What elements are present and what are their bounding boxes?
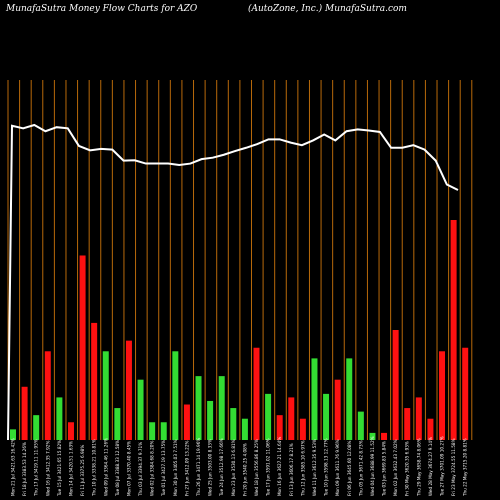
x-tick-label: Wed 04 Jun 3688.99 11.52% — [370, 436, 375, 496]
money-flow-bar — [288, 397, 295, 440]
x-tick-label: Thu 17 Jul 3419.11 11.95% — [34, 439, 39, 497]
money-flow-bar — [183, 404, 190, 440]
x-tick-label: Mon 14 Jul 3420.51 1.63% — [68, 441, 73, 496]
money-flow-bar — [10, 429, 16, 440]
money-flow-bars — [10, 220, 469, 440]
x-tick-label: Fri 18 Jul 3383.53 14.26% — [22, 442, 27, 496]
money-flow-bar — [265, 393, 272, 440]
money-flow-bar — [230, 408, 237, 440]
money-flow-bar — [276, 415, 283, 440]
x-tick-label: Mon 07 Jul 3370.40 8.45% — [126, 441, 131, 496]
x-tick-label: Wed 02 Jul 3384.68 8.20% — [150, 441, 155, 496]
x-tick-label: Thu 26 Jun 3471.14 19.96% — [196, 438, 201, 497]
x-tick-label: Fri 11 Jul 3375.25 6.98% — [80, 445, 85, 496]
money-flow-bar — [346, 358, 353, 440]
money-flow-bar — [241, 418, 248, 440]
money-flow-bar — [404, 408, 411, 440]
x-tick-label: Fri 13 Jun 3606.17 8.21% — [289, 443, 294, 496]
x-tick-label: Wed 28 May 3674.27 9.14% — [428, 437, 433, 496]
x-tick-label: Tue 27 May 3701.09 10.27% — [440, 436, 445, 497]
x-tick-label: Fri 20 Jun 3540.25 4.08% — [242, 443, 247, 496]
money-flow-bar — [102, 351, 109, 440]
chart-title: MunafaSutra Money Flow Charts for AZO — [6, 4, 198, 14]
money-flow-bar — [462, 347, 469, 440]
money-flow-bar — [114, 408, 121, 440]
money-flow-bar — [149, 422, 156, 440]
chart-subtitle: (AutoZone, Inc.) MunafaSutra.com — [248, 4, 407, 14]
money-flow-bar — [207, 400, 214, 440]
money-flow-bar — [91, 322, 98, 440]
money-flow-bar — [334, 379, 341, 440]
x-tick-label: Wed 16 Jul 3412.35 7.92% — [45, 441, 50, 496]
money-flow-bar — [299, 418, 306, 440]
x-tick-label: Mon 23 Jun 3530.13 6.81% — [231, 439, 236, 496]
x-tick-label: Fri 23 May 3724.55 11.58% — [451, 438, 456, 496]
x-tick-label: Thu 03 Jul 3394.37 9.71% — [138, 442, 143, 497]
x-tick-label: Wed 18 Jun 3556.86 8.25% — [254, 439, 259, 496]
x-tick-label: Tue 08 Jul 3388.33 12.58% — [115, 440, 120, 497]
x-tick-label: Thu 05 Jun 3671.42 8.73% — [358, 440, 363, 497]
x-tick-label: Mon 02 Jun 3632.43 7.02% — [393, 439, 398, 496]
x-tick-label: Mon 09 Jun 3611.76 9.96% — [335, 439, 340, 496]
money-flow-bar — [67, 422, 74, 440]
money-flow-bar — [415, 397, 422, 440]
money-flow-bar — [323, 393, 330, 440]
money-flow-bar — [195, 376, 202, 440]
money-flow-bar — [392, 330, 399, 440]
money-flow-bar — [218, 376, 225, 440]
money-flow-bar — [357, 411, 364, 440]
x-tick-label: Thu 22 May 3715.20 8.81% — [463, 438, 468, 497]
money-flow-bar — [369, 432, 376, 440]
x-axis-labels: Mon 21 Jul 3421.63 16.42% Fri 18 Jul 3383… — [11, 436, 468, 497]
money-flow-bar — [160, 422, 167, 440]
money-flow-bar — [439, 351, 446, 440]
x-tick-label: Tue 24 Jun 3512.98 17.66% — [219, 438, 224, 497]
x-tick-label: Thu 12 Jun 3585.10 6.97% — [300, 440, 305, 497]
money-flow-bar — [21, 386, 28, 440]
x-tick-label: Fri 30 May 3620.35 6.93% — [405, 441, 410, 496]
x-tick-label: Wed 09 Jul 3364.46 11.26% — [103, 438, 108, 496]
x-tick-label: Mon 21 Jul 3421.63 16.42% — [11, 438, 16, 496]
x-tick-label: Tue 01 Jul 3427.19 13.75% — [161, 440, 166, 497]
x-tick-label: Mon 16 Jun 3627.21 14.64% — [277, 437, 282, 496]
x-tick-label: Wed 11 Jun 3612.35 9.53% — [312, 439, 317, 496]
money-flow-bar — [56, 397, 63, 440]
x-tick-label: Tue 15 Jul 3421.65 15.82% — [57, 440, 62, 497]
x-tick-label: Mon 30 Jun 3405.03 7.51% — [173, 439, 178, 496]
money-flow-bar — [311, 358, 318, 440]
money-flow-bar — [79, 255, 86, 440]
money-flow-bar — [427, 418, 434, 440]
money-flow-bar — [44, 351, 51, 440]
price-line — [7, 123, 459, 441]
money-flow-bar — [33, 415, 40, 440]
money-flow-bar — [253, 347, 260, 440]
x-tick-label: Wed 25 Jun 3503.00 8.33% — [208, 439, 213, 496]
x-tick-label: Thu 10 Jul 3338.21 10.81% — [92, 439, 97, 497]
x-tick-label: Fri 27 Jun 3412.09 13.22% — [184, 441, 189, 496]
money-flow-bar — [381, 432, 388, 440]
money-flow-bar — [172, 351, 179, 440]
grid-lines — [7, 80, 473, 440]
price-line-layer — [7, 123, 459, 441]
x-tick-label: Tue 03 Jun 3669.83 5.84% — [382, 441, 387, 497]
x-tick-label: Tue 17 Jun 3591.02 11.06% — [266, 438, 271, 497]
x-tick-label: Thu 29 May 3658.74 8.06% — [416, 438, 421, 497]
x-tick-label: Fri 06 Jun 3645.60 12.08% — [347, 441, 352, 496]
money-flow-bar — [450, 220, 457, 440]
money-flow-bar — [137, 379, 144, 440]
money-flow-bar — [125, 340, 132, 440]
x-tick-label: Tue 10 Jun 3598.13 12.77% — [324, 438, 329, 497]
